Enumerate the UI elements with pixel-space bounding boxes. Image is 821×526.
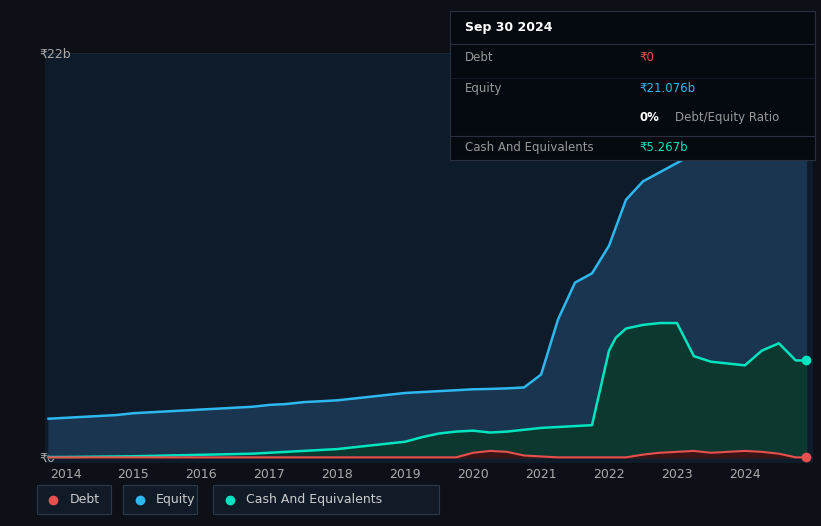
Text: Debt/Equity Ratio: Debt/Equity Ratio bbox=[675, 111, 779, 124]
Text: Equity: Equity bbox=[465, 83, 502, 96]
FancyBboxPatch shape bbox=[37, 485, 111, 514]
Text: ₹21.076b: ₹21.076b bbox=[640, 83, 696, 96]
Text: ₹5.267b: ₹5.267b bbox=[640, 141, 689, 154]
Text: ₹0: ₹0 bbox=[640, 51, 655, 64]
Text: Debt: Debt bbox=[465, 51, 493, 64]
FancyBboxPatch shape bbox=[123, 485, 197, 514]
Text: Debt: Debt bbox=[70, 493, 100, 506]
Text: Equity: Equity bbox=[156, 493, 195, 506]
Text: Cash And Equivalents: Cash And Equivalents bbox=[246, 493, 383, 506]
Text: Cash And Equivalents: Cash And Equivalents bbox=[465, 141, 593, 154]
FancyBboxPatch shape bbox=[213, 485, 439, 514]
Text: Sep 30 2024: Sep 30 2024 bbox=[465, 21, 552, 34]
Text: 0%: 0% bbox=[640, 111, 660, 124]
